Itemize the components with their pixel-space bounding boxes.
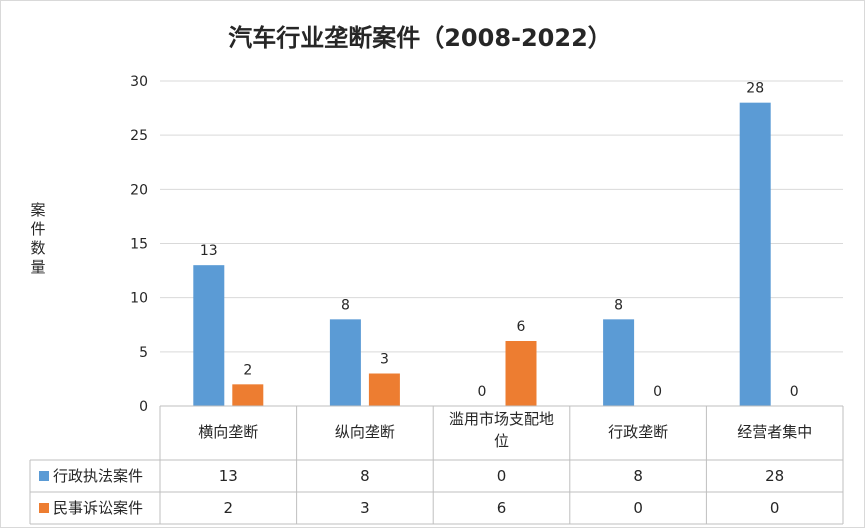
data-label: 0	[653, 384, 662, 400]
table-cell: 0	[770, 499, 780, 517]
y-tick-label: 20	[130, 182, 148, 198]
y-tick-label: 0	[139, 399, 148, 415]
x-tick-label: 横向垄断	[198, 423, 258, 441]
data-label: 28	[746, 81, 764, 97]
legend-label: 行政执法案件	[53, 467, 143, 485]
bars	[193, 102, 771, 407]
y-tick-label: 5	[139, 345, 148, 361]
bar	[603, 319, 635, 406]
table-cell: 8	[633, 467, 643, 485]
data-label: 0	[790, 384, 799, 400]
legend-swatch	[39, 471, 49, 481]
y-tick-label: 30	[130, 74, 148, 90]
table-cell: 0	[633, 499, 643, 517]
data-label: 0	[478, 384, 487, 400]
data-label: 2	[243, 362, 252, 378]
legend-swatch	[39, 503, 49, 513]
bar	[329, 319, 361, 406]
data-label: 8	[341, 297, 350, 313]
data-label: 8	[614, 297, 623, 313]
gridlines	[160, 80, 843, 353]
x-tick-label: 滥用市场支配地位	[449, 410, 554, 450]
table-cell: 0	[497, 467, 507, 485]
y-tick-label: 25	[130, 128, 148, 144]
table-cell: 2	[224, 499, 234, 517]
data-label: 3	[380, 352, 389, 368]
y-tick-label: 10	[130, 291, 148, 307]
table-cell: 13	[219, 467, 238, 485]
y-tick-label: 15	[130, 237, 148, 253]
bar	[232, 384, 264, 406]
bar	[368, 373, 400, 406]
y-axis-label: 案件数量	[30, 201, 45, 276]
data-label: 13	[200, 243, 218, 259]
data-label: 6	[517, 319, 526, 335]
table-cell: 28	[765, 467, 784, 485]
chart-title: 汽车行业垄断案件（2008-2022）	[228, 24, 612, 52]
bar	[505, 341, 537, 406]
x-tick-label: 行政垄断	[608, 423, 668, 441]
x-tick-label: 经营者集中	[737, 423, 812, 441]
y-axis-ticks: 0 5 10 15 20 25 30	[130, 74, 148, 415]
bar	[193, 265, 225, 406]
x-tick-label: 纵向垄断	[335, 423, 395, 441]
legend-label: 民事诉讼案件	[53, 499, 143, 517]
bar	[739, 102, 771, 407]
table-cell: 8	[360, 467, 370, 485]
table-cell: 6	[497, 499, 507, 517]
table-cell: 3	[360, 499, 370, 517]
